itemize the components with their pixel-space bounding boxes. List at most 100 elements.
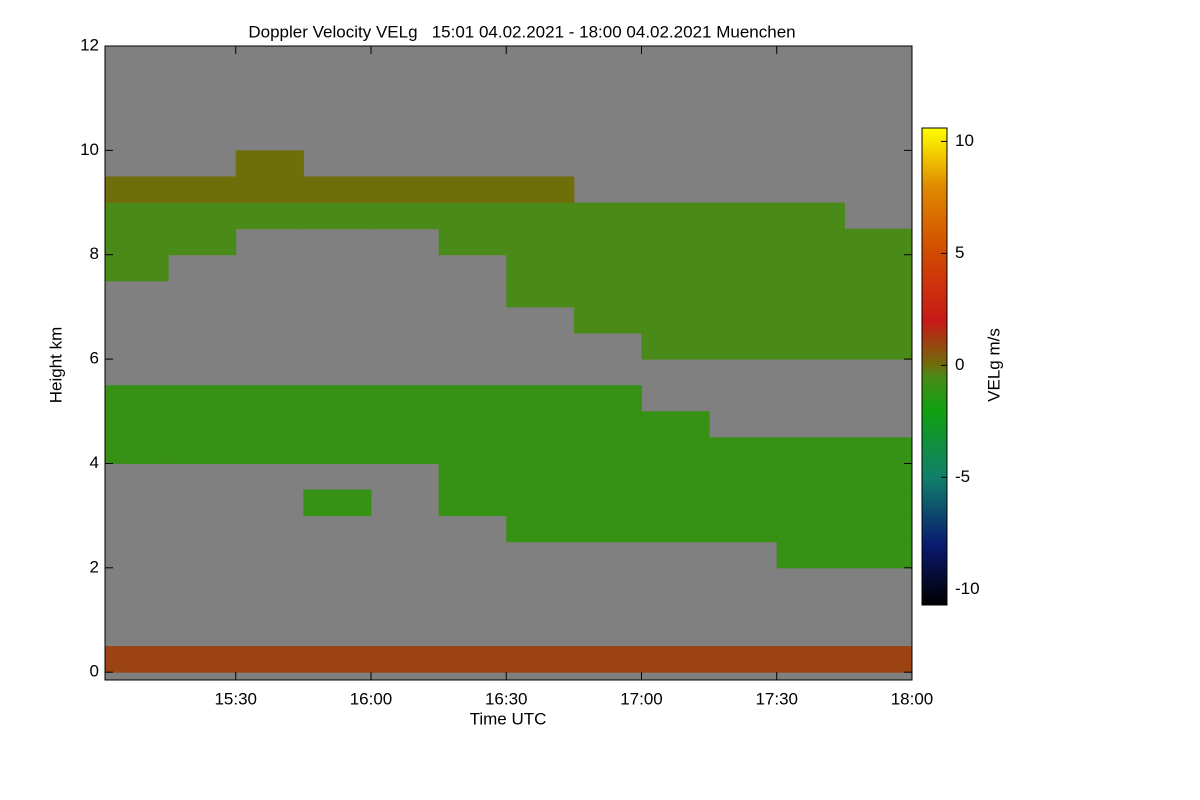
heat-cell xyxy=(438,463,507,491)
heat-cell xyxy=(641,411,710,438)
heat-cell xyxy=(776,202,845,230)
heat-cell xyxy=(844,332,913,360)
heat-cell xyxy=(303,437,372,464)
x-tick-label: 18:00 xyxy=(891,689,934,708)
heat-cell xyxy=(573,646,642,673)
heat-cell xyxy=(370,202,440,230)
y-tick-label: 6 xyxy=(90,349,99,368)
heat-cell xyxy=(641,202,710,230)
y-tick-label: 8 xyxy=(90,244,99,263)
heat-cell xyxy=(438,202,507,230)
heat-cell xyxy=(844,463,913,491)
heat-cell xyxy=(709,228,778,256)
heat-cell xyxy=(641,463,710,491)
colorbar-tick-label: 5 xyxy=(955,243,964,262)
heat-cell xyxy=(641,515,710,543)
heat-cell xyxy=(573,254,642,282)
heat-cell xyxy=(776,254,845,282)
heat-cell xyxy=(303,176,372,204)
heat-cell xyxy=(105,254,169,282)
heat-cell xyxy=(168,646,237,673)
heat-cell xyxy=(168,202,237,230)
heat-cell xyxy=(438,411,507,438)
heat-cell xyxy=(709,202,778,230)
heat-cell xyxy=(506,176,575,204)
x-tick-label: 16:30 xyxy=(485,689,528,708)
heat-cell xyxy=(506,437,575,464)
y-axis-label: Height km xyxy=(46,327,65,404)
heat-cell xyxy=(438,437,507,464)
heat-cell xyxy=(573,306,642,334)
heat-cell xyxy=(776,280,845,308)
heat-cell xyxy=(370,411,440,438)
heat-cell xyxy=(709,515,778,543)
colorbar-tick-label: -5 xyxy=(955,467,970,486)
heat-cell xyxy=(573,437,642,464)
heat-cell xyxy=(303,411,372,438)
heat-cell xyxy=(303,489,372,517)
heat-cell xyxy=(168,411,237,438)
heat-cell xyxy=(776,541,845,569)
heat-cell xyxy=(506,463,575,491)
heat-cell xyxy=(573,228,642,256)
heat-cell xyxy=(641,228,710,256)
heat-cell xyxy=(776,228,845,256)
x-tick-label: 17:00 xyxy=(620,689,663,708)
heat-cell xyxy=(370,437,440,464)
heat-cell xyxy=(235,411,304,438)
heat-cell xyxy=(844,228,913,256)
heat-cell xyxy=(506,280,575,308)
heat-cell xyxy=(573,411,642,438)
heat-cell xyxy=(844,437,913,464)
heat-cell xyxy=(105,437,169,464)
x-axis-label: Time UTC xyxy=(470,709,547,728)
heat-cell xyxy=(641,437,710,464)
heat-cell xyxy=(506,489,575,517)
heat-cell xyxy=(709,306,778,334)
heat-cell xyxy=(641,646,710,673)
heat-cell xyxy=(105,385,169,412)
heat-cell xyxy=(709,332,778,360)
y-tick-label: 4 xyxy=(90,453,99,472)
y-tick-label: 2 xyxy=(90,557,99,576)
heat-cell xyxy=(105,176,169,204)
heat-cell xyxy=(573,515,642,543)
heat-cell xyxy=(776,306,845,334)
heat-cell xyxy=(573,202,642,230)
heat-cell xyxy=(168,176,237,204)
x-tick-label: 17:30 xyxy=(755,689,798,708)
heat-cell xyxy=(776,646,845,673)
heat-cell xyxy=(438,646,507,673)
x-tick-label: 15:30 xyxy=(214,689,257,708)
heat-cell xyxy=(438,228,507,256)
heat-cell xyxy=(573,489,642,517)
heat-cell xyxy=(438,489,507,517)
heat-cell xyxy=(168,437,237,464)
heat-cell xyxy=(844,280,913,308)
heat-cell xyxy=(844,541,913,569)
heat-cell xyxy=(573,385,642,412)
heat-cell xyxy=(776,463,845,491)
heat-cell xyxy=(168,228,237,256)
heat-cell xyxy=(438,176,507,204)
heat-cell xyxy=(506,515,575,543)
heat-cell xyxy=(709,280,778,308)
heat-cell xyxy=(641,306,710,334)
heat-cell xyxy=(709,489,778,517)
heat-cell xyxy=(303,646,372,673)
colorbar-tick-label: 0 xyxy=(955,355,964,374)
heat-cell xyxy=(370,385,440,412)
heat-cell xyxy=(709,646,778,673)
heat-cell xyxy=(235,150,304,177)
heat-cell xyxy=(844,515,913,543)
heat-cell xyxy=(105,646,169,673)
heat-cell xyxy=(641,332,710,360)
heat-cell xyxy=(573,280,642,308)
heat-cell xyxy=(506,385,575,412)
heat-cell xyxy=(235,646,304,673)
heat-cell xyxy=(776,515,845,543)
heat-cell xyxy=(235,385,304,412)
heat-cell xyxy=(844,306,913,334)
colorbar xyxy=(921,127,948,606)
